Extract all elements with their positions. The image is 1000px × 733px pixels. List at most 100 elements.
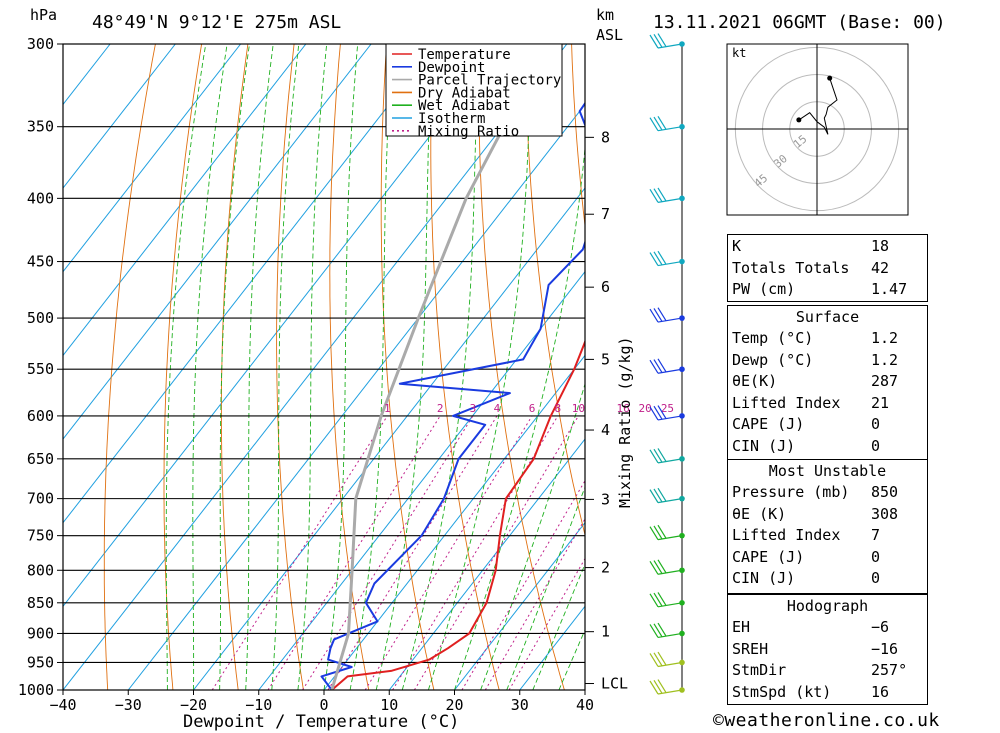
surface-value: 287	[871, 372, 899, 390]
plot-frame	[62, 43, 586, 691]
dry-adiabat	[988, 44, 1000, 690]
index-label: Totals Totals	[732, 258, 850, 277]
mixing-ratio-axis-label: Mixing Ratio (g/kg)	[616, 336, 634, 508]
mixing-ratio-label: 8	[555, 402, 562, 415]
isotherm-line	[258, 270, 585, 690]
wind-barb-flag	[649, 560, 659, 575]
km-unit-label: km	[596, 6, 614, 24]
temperature-tick-label: 30	[511, 696, 529, 714]
wind-barb-shaft	[657, 458, 683, 464]
pressure-tick-label: 750	[27, 527, 54, 545]
isotherm-line	[63, 44, 111, 106]
mu-label: CAPE (J)	[732, 547, 805, 566]
pressure-tick-label: 700	[27, 490, 54, 508]
altitude-tick-label: 4	[601, 421, 610, 439]
mixing-ratio-label: 25	[661, 402, 674, 415]
surface-value: 1.2	[871, 350, 899, 369]
wind-barb-flag	[653, 448, 663, 463]
index-label: K	[732, 237, 742, 255]
mixing-ratio-label: 2	[437, 402, 444, 415]
wind-barb-flag	[649, 406, 659, 421]
wet-adiabat	[506, 485, 585, 690]
wet-adiabat	[297, 44, 328, 690]
index-value: 1.47	[871, 280, 908, 298]
wet-adiabat	[271, 44, 300, 690]
asl-unit-label: ASL	[596, 26, 623, 44]
temperature-tick-label: 10	[380, 696, 398, 714]
legend-label: Temperature	[418, 47, 511, 63]
wind-barb-flag	[653, 679, 663, 694]
hodo-label: EH	[732, 618, 751, 636]
dry-adiabat	[163, 44, 203, 690]
wind-barb-flag	[657, 307, 667, 322]
wind-barb-flag	[653, 592, 663, 607]
wind-barb-shaft	[657, 415, 683, 421]
wind-barb-shaft	[657, 535, 683, 541]
most-unstable-box: Most Unstable Pressure (mb) 850 θE (K) 308…	[727, 459, 928, 594]
hodo-value: 16	[871, 682, 890, 701]
legend-label: Isotherm	[418, 111, 485, 127]
wind-barb-flag	[657, 487, 667, 502]
altitude-tick-label: 2	[601, 559, 610, 577]
isotherm-line	[63, 44, 242, 273]
altitude-tick-label: 6	[601, 278, 610, 296]
mixing-ratio-line	[327, 415, 498, 690]
altitude-tick-label: LCL	[601, 675, 628, 693]
pressure-tick-label: 400	[27, 189, 54, 207]
wind-barb-flag	[653, 488, 663, 503]
hodograph-end-dot	[827, 75, 833, 81]
isotherm-line	[63, 44, 176, 189]
wet-adiabat	[401, 44, 479, 690]
isotherm-line	[454, 521, 585, 690]
wind-barb-flag	[657, 592, 667, 606]
wind-barb-flag	[649, 526, 659, 540]
isotherm-line	[388, 438, 585, 690]
wind-barb-flag	[657, 559, 667, 574]
mixing-ratio-label: 1	[384, 402, 391, 415]
mu-label: Pressure (mb)	[732, 483, 850, 501]
hodograph-stats-box: Hodograph EH −6 SREH −16 StmDir 257° StmSpd…	[727, 594, 928, 705]
altitude-tick-label: 8	[601, 128, 610, 146]
wind-barb-flag	[657, 115, 667, 130]
surface-value: 1.2	[871, 329, 899, 347]
mu-label: Lifted Index	[732, 526, 841, 544]
mixing-ratio-line	[302, 415, 474, 690]
pressure-tick-label: 900	[27, 624, 54, 642]
wind-barb-flag	[649, 593, 659, 608]
surface-label: CAPE (J)	[732, 415, 805, 433]
wind-barb-flag	[649, 449, 659, 464]
wind-barb-flag	[653, 33, 663, 48]
legend-label: Dry Adiabat	[418, 85, 511, 101]
wind-barb-flag	[649, 624, 659, 638]
wind-barb-shaft	[657, 569, 683, 575]
wet-adiabat	[192, 44, 228, 690]
wind-barb-flag	[653, 525, 663, 540]
surface-label: CIN (J)	[732, 436, 796, 455]
wet-adiabat	[349, 44, 393, 690]
surface-label: Dewp (°C)	[732, 350, 814, 369]
wind-barb-flag	[657, 358, 667, 373]
hodo-value: 257°	[871, 661, 908, 679]
wind-barb-flag	[649, 308, 659, 323]
wet-adiabat	[427, 44, 533, 690]
mu-value: 7	[871, 526, 881, 544]
isotherm-line	[63, 44, 437, 524]
hodo-label: SREH	[732, 639, 769, 658]
wind-barb-flag	[649, 34, 659, 49]
wind-barb-shaft	[657, 661, 683, 668]
index-value: 42	[871, 258, 890, 277]
wind-barb-shaft	[657, 602, 683, 608]
mu-label: θE (K)	[732, 504, 787, 523]
temperature-tick-label: 40	[576, 696, 594, 714]
pressure-tick-label: 300	[27, 35, 54, 53]
wind-barb-flag	[657, 405, 667, 419]
wind-barb-shaft	[657, 43, 683, 49]
wind-barb-flag	[657, 622, 667, 637]
wind-barb-shaft	[657, 260, 683, 267]
altitude-tick-label: 7	[601, 205, 610, 223]
copyright-footer[interactable]: ©weatheronline.co.uk	[713, 710, 940, 731]
index-value: 18	[871, 237, 890, 255]
wind-barb-flag	[649, 680, 659, 695]
hodograph-stats-title: Hodograph	[786, 597, 869, 615]
wind-barb-shaft	[657, 317, 683, 323]
